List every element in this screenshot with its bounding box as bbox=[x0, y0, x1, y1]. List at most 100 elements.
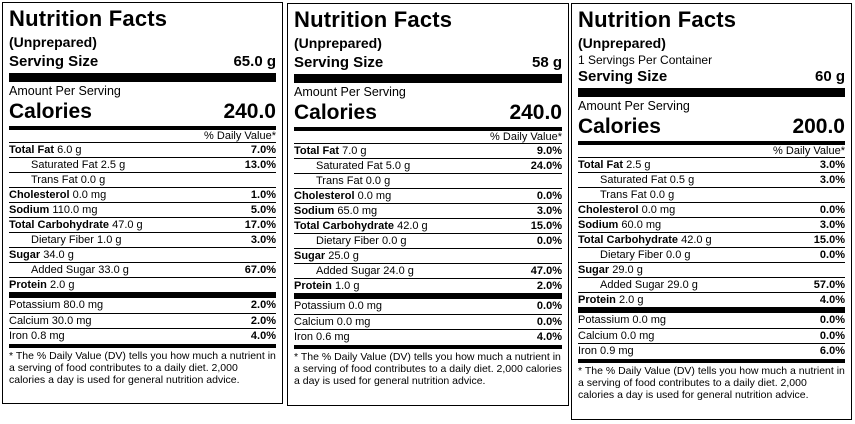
nutrient-name: Trans Fat 0.0 g bbox=[9, 173, 105, 187]
nutrient-name: Cholesterol 0.0 mg bbox=[578, 203, 675, 217]
nutrient-label: Protein bbox=[294, 280, 332, 292]
mineral-row: Iron 0.8 mg 4.0% bbox=[9, 328, 276, 343]
nutrient-daily-value: 0.0% bbox=[536, 190, 562, 202]
nutrient-label: Cholesterol bbox=[9, 189, 70, 201]
nutrient-name: Sugar 25.0 g bbox=[294, 249, 359, 263]
nutrient-label: Cholesterol bbox=[294, 190, 355, 202]
mineral-amount: 80.0 mg bbox=[63, 299, 104, 311]
nutrient-row: Trans Fat 0.0 g bbox=[9, 172, 276, 187]
nutrient-row: Trans Fat 0.0 g bbox=[578, 187, 845, 202]
nutrient-row: Total Carbohydrate 42.0 g 15.0% bbox=[294, 218, 562, 233]
mineral-amount: 0.0 mg bbox=[348, 300, 383, 312]
nutrient-amount: 25.0 g bbox=[328, 250, 359, 262]
daily-value-footnote: * The % Daily Value (DV) tells you how m… bbox=[578, 359, 845, 401]
nutrient-amount: 7.0 g bbox=[342, 145, 367, 157]
calories-row: Calories 240.0 bbox=[294, 99, 562, 127]
nutrient-daily-value: 47.0% bbox=[530, 265, 562, 277]
nutrient-name: Cholesterol 0.0 mg bbox=[9, 188, 106, 202]
nutrient-name: Sugar 29.0 g bbox=[578, 263, 643, 277]
nutrient-row: Total Fat 7.0 g 9.0% bbox=[294, 143, 562, 158]
medium-divider bbox=[294, 293, 562, 299]
nutrient-label: Added Sugar bbox=[316, 265, 381, 277]
thick-divider bbox=[294, 74, 562, 83]
mineral-daily-value: 6.0% bbox=[819, 345, 845, 357]
nutrient-label: Sodium bbox=[578, 219, 619, 231]
label-subtitle: (Unprepared) bbox=[294, 35, 382, 51]
nutrient-name: Protein 2.0 g bbox=[578, 293, 643, 307]
daily-value-footnote: * The % Daily Value (DV) tells you how m… bbox=[9, 344, 276, 386]
nutrient-row: Dietary Fiber 0.0 g 0.0% bbox=[578, 247, 845, 262]
nutrient-name: Sodium 110.0 mg bbox=[9, 203, 97, 217]
mineral-daily-value: 2.0% bbox=[250, 315, 276, 327]
nutrient-label: Cholesterol bbox=[578, 204, 639, 216]
nutrient-row: Total Fat 2.5 g 3.0% bbox=[578, 157, 845, 172]
nutrient-name: Protein 2.0 g bbox=[9, 278, 74, 292]
nutrient-amount: 2.5 g bbox=[100, 159, 126, 171]
serving-size-label: Serving Size bbox=[9, 53, 99, 70]
serving-size-value: 60 g bbox=[814, 68, 845, 85]
nutrient-name: Added Sugar 33.0 g bbox=[9, 263, 129, 277]
mineral-amount: 30.0 mg bbox=[51, 315, 92, 327]
nutrient-name: Total Carbohydrate 47.0 g bbox=[9, 218, 143, 232]
nutrient-amount: 0.0 g bbox=[649, 189, 675, 201]
nutrient-amount: 65.0 mg bbox=[337, 205, 378, 217]
daily-value-footnote: * The % Daily Value (DV) tells you how m… bbox=[294, 345, 562, 387]
nutrient-daily-value: 1.0% bbox=[250, 189, 276, 201]
mineral-daily-value: 4.0% bbox=[250, 330, 276, 342]
nutrient-daily-value: 4.0% bbox=[819, 294, 845, 306]
nutrient-label: Sodium bbox=[9, 204, 50, 216]
nutrient-row: Sugar 25.0 g bbox=[294, 248, 562, 263]
nutrient-row: Dietary Fiber 1.0 g 3.0% bbox=[9, 232, 276, 247]
nutrient-label: Dietary Fiber bbox=[316, 235, 379, 247]
nutrient-label: Total Carbohydrate bbox=[578, 234, 679, 246]
label-subtitle: (Unprepared) bbox=[578, 35, 666, 51]
mineral-daily-value: 2.0% bbox=[250, 299, 276, 311]
nutrient-row: Protein 1.0 g 2.0% bbox=[294, 278, 562, 293]
mineral-label: Potassium bbox=[294, 300, 346, 312]
mineral-name: Calcium 30.0 mg bbox=[9, 314, 92, 328]
calories-label: Calories bbox=[9, 100, 92, 123]
label-title: Nutrition Facts bbox=[9, 6, 168, 31]
mineral-label: Potassium bbox=[578, 314, 630, 326]
nutrient-daily-value: 3.0% bbox=[536, 205, 562, 217]
nutrient-daily-value: 0.0% bbox=[819, 204, 845, 216]
mineral-name: Iron 0.8 mg bbox=[9, 329, 65, 343]
amount-per-serving: Amount Per Serving bbox=[294, 85, 406, 99]
daily-value-header: % Daily Value* bbox=[9, 126, 276, 142]
mineral-label: Calcium bbox=[578, 330, 618, 342]
nutrient-row: Cholesterol 0.0 mg 1.0% bbox=[9, 187, 276, 202]
nutrient-label: Total Carbohydrate bbox=[9, 219, 110, 231]
label-subtitle: (Unprepared) bbox=[9, 34, 97, 50]
calories-row: Calories 240.0 bbox=[9, 98, 276, 126]
serving-size-row: Serving Size 58 g bbox=[294, 53, 562, 73]
medium-divider bbox=[9, 292, 276, 298]
mineral-amount: 0.0 mg bbox=[632, 314, 667, 326]
nutrient-row: Cholesterol 0.0 mg 0.0% bbox=[294, 188, 562, 203]
nutrient-amount: 5.0 g bbox=[385, 160, 411, 172]
mineral-amount: 0.8 mg bbox=[31, 330, 65, 342]
nutrient-amount: 47.0 g bbox=[112, 219, 143, 231]
nutrient-label: Protein bbox=[9, 279, 47, 291]
nutrient-name: Dietary Fiber 0.0 g bbox=[294, 234, 407, 248]
calories-value: 240.0 bbox=[509, 101, 562, 124]
nutrient-daily-value: 24.0% bbox=[530, 160, 562, 172]
calories-label: Calories bbox=[578, 115, 661, 138]
nutrient-row: Sugar 34.0 g bbox=[9, 247, 276, 262]
nutrient-label: Total Carbohydrate bbox=[294, 220, 395, 232]
nutrient-amount: 0.0 mg bbox=[357, 190, 392, 202]
nutrient-amount: 0.0 g bbox=[80, 174, 106, 186]
nutrient-daily-value: 57.0% bbox=[813, 279, 845, 291]
nutrient-name: Saturated Fat 0.5 g bbox=[578, 173, 694, 187]
nutrient-row: Cholesterol 0.0 mg 0.0% bbox=[578, 202, 845, 217]
nutrient-name: Total Carbohydrate 42.0 g bbox=[578, 233, 712, 247]
amount-per-serving: Amount Per Serving bbox=[9, 84, 121, 98]
nutrient-label: Total Fat bbox=[578, 159, 624, 171]
nutrient-amount: 2.5 g bbox=[626, 159, 651, 171]
nutrient-amount: 42.0 g bbox=[397, 220, 428, 232]
nutrient-name: Dietary Fiber 1.0 g bbox=[9, 233, 122, 247]
nutrient-amount: 29.0 g bbox=[612, 264, 643, 276]
nutrient-amount: 1.0 g bbox=[334, 280, 360, 292]
serving-size-value: 58 g bbox=[531, 54, 562, 71]
mineral-label: Iron bbox=[9, 330, 28, 342]
mineral-name: Iron 0.6 mg bbox=[294, 330, 350, 344]
